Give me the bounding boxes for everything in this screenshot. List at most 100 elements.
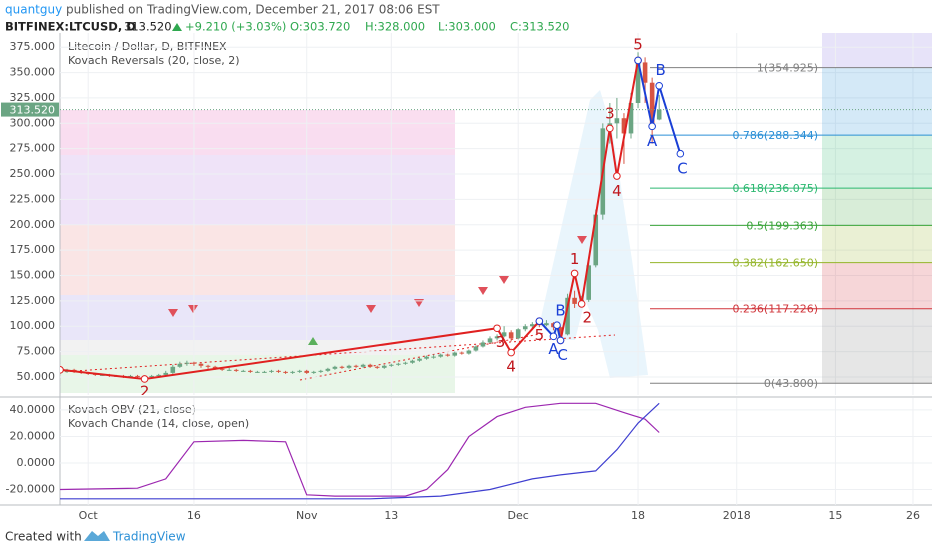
candle-body xyxy=(374,366,380,368)
candle-body xyxy=(565,297,570,335)
candle-body xyxy=(318,370,324,372)
wave-label: C xyxy=(677,159,687,177)
wave-label: B xyxy=(555,301,565,319)
candle-body xyxy=(403,362,408,364)
fib-label: 1(354.925) xyxy=(757,62,818,75)
wave-label: 3 xyxy=(496,333,506,351)
candle-body xyxy=(339,366,345,368)
logo xyxy=(84,531,110,541)
wave-label: 4 xyxy=(506,357,516,375)
y-tick-label: 0.0000 xyxy=(17,456,56,469)
y-tick-label: 275.000 xyxy=(10,142,56,155)
fib-zone xyxy=(822,188,932,226)
candle-body xyxy=(396,363,401,365)
wave-label: 5 xyxy=(535,326,545,344)
candle-body xyxy=(508,332,514,339)
pane-subtitle: Kovach Reversals (20, close, 2) xyxy=(68,54,240,67)
wave-point xyxy=(60,366,64,374)
candle-body xyxy=(410,360,415,363)
candle-body xyxy=(184,362,190,364)
change: +9.210 (+3.03%) xyxy=(185,20,286,34)
y-tick-label: 350.000 xyxy=(10,66,56,79)
wave-point xyxy=(634,56,642,65)
wave-point xyxy=(613,172,621,180)
brand[interactable]: TradingView xyxy=(112,530,186,544)
y-tick-label: 200.000 xyxy=(10,218,56,231)
candle-body xyxy=(656,109,662,120)
wave-label: A xyxy=(548,340,559,358)
candle-body xyxy=(198,363,204,366)
y-tick-label: 100.000 xyxy=(10,319,56,332)
candle-body xyxy=(262,371,267,373)
wave-line xyxy=(538,60,682,341)
wave-point xyxy=(556,336,565,345)
x-tick-label: 18 xyxy=(631,509,645,522)
candle-body xyxy=(367,364,373,367)
fib-zone xyxy=(822,225,932,263)
wave-point xyxy=(507,348,515,357)
candle-body xyxy=(177,363,183,367)
last-price-label: 313.520 xyxy=(10,104,56,117)
wave-label: 3 xyxy=(605,105,615,123)
wave-label: B xyxy=(655,61,665,79)
wave-label: 4 xyxy=(612,182,622,200)
wave-point xyxy=(676,149,685,158)
candle-body xyxy=(635,62,641,104)
candle-body xyxy=(621,118,627,134)
candle-body xyxy=(135,375,140,377)
high: H:328.000 xyxy=(365,20,425,34)
candle-body xyxy=(233,369,239,371)
fib-label: 0(43.800) xyxy=(764,377,818,390)
author[interactable]: quantguy xyxy=(5,3,62,17)
candle-body xyxy=(226,369,232,371)
candle-body xyxy=(649,82,655,124)
candle-body xyxy=(191,362,197,364)
candle-body xyxy=(459,352,465,354)
candle-body xyxy=(438,354,443,357)
y-tick-label: 250.000 xyxy=(10,167,56,180)
x-tick-label: Nov xyxy=(296,509,318,522)
y-tick-label: 50.000 xyxy=(17,370,56,383)
candle-body xyxy=(642,62,648,83)
wave-point xyxy=(549,332,558,341)
low: L:303.000 xyxy=(438,20,496,34)
wave-point xyxy=(577,300,586,308)
candle-body xyxy=(614,118,620,124)
candle-body xyxy=(304,370,310,373)
x-tick-label: Dec xyxy=(508,509,529,522)
wave-point xyxy=(493,324,501,333)
last-price-tag xyxy=(1,102,59,117)
wave-label: C xyxy=(557,346,567,364)
candle-body xyxy=(586,265,591,300)
wave-point xyxy=(648,122,656,131)
candle-body xyxy=(487,338,493,343)
candle-body xyxy=(205,365,211,367)
fib-zone xyxy=(822,308,932,384)
candle-body xyxy=(445,354,451,356)
y-tick-label: 300.000 xyxy=(10,116,56,129)
y-tick-label: 20.0000 xyxy=(10,429,56,442)
candle-body xyxy=(480,342,486,347)
candle-body xyxy=(501,332,507,337)
y-tick-label: 75.000 xyxy=(17,345,56,358)
candle-body xyxy=(515,329,521,339)
x-tick-label: Oct xyxy=(79,509,99,522)
candle-body xyxy=(473,346,479,351)
x-tick-label: 16 xyxy=(187,509,201,522)
candle-body xyxy=(572,297,577,304)
wave-point xyxy=(606,124,614,133)
published: published on TradingView.com, December 2… xyxy=(66,3,440,17)
candle-body xyxy=(431,356,436,358)
y-tick-label: 225.000 xyxy=(10,192,56,205)
candle-body xyxy=(219,368,225,370)
candle-body xyxy=(283,371,288,373)
x-tick-label: 13 xyxy=(384,509,398,522)
open: O:303.720 xyxy=(290,20,350,34)
candle-body xyxy=(353,365,359,367)
candle-body xyxy=(530,324,535,327)
candle-body xyxy=(544,323,549,326)
y-tick-label: 325.000 xyxy=(10,91,56,104)
indicator-line xyxy=(60,402,660,500)
wave-label: 1 xyxy=(570,250,580,268)
fib-zone xyxy=(822,135,932,189)
